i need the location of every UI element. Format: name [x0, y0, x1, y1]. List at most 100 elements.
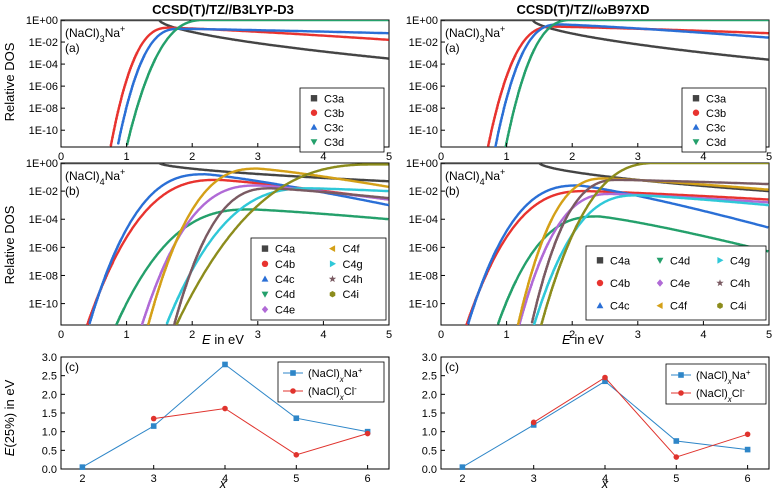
y-tick-label: 1E-10: [409, 299, 438, 311]
legend: (NaCl)xNa+(NaCl)xCl-: [665, 363, 767, 405]
line-C3d: [126, 20, 389, 145]
legend-box: [665, 363, 767, 405]
y-tick-label: 1E+00: [26, 15, 58, 27]
legend-box: [277, 361, 385, 403]
legend-marker-C4c: [261, 275, 269, 282]
x-tick-label: 2: [79, 473, 85, 485]
line-(NaCl)xCl-: [153, 407, 368, 456]
legend-entry-C4f: C4f: [670, 301, 688, 313]
point-(NaCl)xNa+: [744, 446, 751, 453]
xlabel-right-c: x: [601, 476, 609, 491]
series-C3d: [504, 20, 769, 147]
legend-entry-C3c: C3c: [324, 122, 344, 134]
legend-entry-C4d: C4d: [670, 255, 690, 267]
legend-entry-C4d: C4d: [275, 289, 295, 301]
x-tick-label: 4: [320, 329, 326, 341]
y-tick-label: 1E-10: [29, 125, 58, 137]
y-tick-label: 1E-04: [29, 59, 58, 71]
curves: [441, 163, 769, 325]
point-(NaCl)xNa+: [459, 464, 466, 470]
legend-entry-C3a: C3a: [324, 93, 345, 105]
y-tick-label: 1E-08: [409, 103, 438, 115]
legend-marker-C3b: [692, 109, 700, 116]
legend-entry-C4f: C4f: [343, 244, 361, 256]
y-tick-label: 1E+00: [406, 15, 438, 27]
y-tick-label: 1E-08: [409, 270, 438, 282]
panel-formula: (NaCl)3Na+: [65, 24, 125, 44]
panels: 0 1 2 3 4 5 1E+00 1E-02 1E-04 1E-06 1E-08 1E-10 (NaC…: [26, 15, 772, 485]
y-tick-label: 1E-10: [29, 299, 58, 311]
legend-entry-C4a: C4a: [610, 255, 631, 267]
x-tick-label: 5: [766, 329, 772, 341]
y-tick-label: 1E-10: [409, 125, 438, 137]
line-C3a: [61, 20, 389, 60]
x-tick-label: 4: [602, 473, 608, 485]
legend-entry-(NaCl)xNa+: (NaCl)xNa+: [696, 368, 751, 386]
y-tick-label: 1E+00: [26, 158, 58, 170]
point-(NaCl)xCl-: [602, 374, 608, 381]
y-tick-label: 1E-08: [29, 103, 58, 115]
x-tick-label: 2: [189, 151, 195, 163]
y-tick-label: 1E-04: [409, 214, 438, 226]
y-tick-label: 1.0: [422, 427, 437, 439]
line-C4h: [530, 178, 769, 323]
x-tick-label: 2: [189, 329, 195, 341]
x-tick-label: 4: [700, 151, 706, 163]
legend-marker-C3b: [310, 109, 318, 116]
ylabel-left-b: Relative DOS: [2, 205, 17, 284]
y-tick-label: 1E-02: [29, 37, 58, 49]
legend-entry-(NaCl)xNa+: (NaCl)xNa+: [308, 366, 363, 384]
legend-marker-C3a: [692, 95, 700, 102]
y-tick-label: 1.0: [42, 427, 57, 439]
legend-entry-C4e: C4e: [670, 278, 690, 290]
series-C4c: [467, 184, 769, 325]
legend-marker-C4h: [716, 279, 724, 287]
x-tick-label: 1: [504, 329, 510, 341]
y-tick-label: 0.0: [42, 464, 57, 476]
legend-entry-C4b: C4b: [610, 278, 630, 290]
panel-label: (a): [65, 41, 80, 55]
x-tick-label: 3: [531, 473, 537, 485]
x-tick-label: 5: [386, 329, 392, 341]
series-C3a: [441, 20, 769, 61]
panel-label: (b): [445, 184, 460, 198]
legend-marker-(NaCl)xCl-: [290, 388, 296, 394]
point-(NaCl)xNa+: [673, 438, 680, 444]
point-(NaCl)xNa+: [293, 415, 300, 422]
y-tick-label: 0.5: [422, 445, 437, 457]
line-C3a: [441, 20, 769, 61]
legend: (NaCl)xNa+(NaCl)xCl-: [277, 361, 385, 403]
x-tick-label: 3: [635, 329, 641, 341]
series-C4i: [540, 163, 769, 325]
y-tick-label: 1E-04: [29, 214, 58, 226]
x-tick-label: 3: [255, 329, 261, 341]
xlabel-left-b: E in eV: [202, 332, 244, 347]
legend-box: [585, 245, 767, 321]
legend-marker-(NaCl)xNa+: [290, 370, 296, 376]
legend-entry-C3d: C3d: [706, 137, 726, 149]
ylabel-left-c: E(25%) in eV: [2, 379, 17, 456]
panel-formula: (NaCl)4Na+: [445, 167, 505, 187]
line-(NaCl)xCl-: [533, 376, 748, 458]
legend-marker-C4i: [329, 291, 336, 298]
x-tick-label: 1: [124, 329, 130, 341]
point-(NaCl)xNa+: [79, 464, 86, 470]
series-C3d: [125, 20, 389, 146]
y-tick-label: 1E-02: [409, 37, 438, 49]
y-tick-label: 1E+00: [406, 158, 438, 170]
ylabel-left-a: Relative DOS: [2, 42, 17, 121]
x-tick-label: 5: [766, 151, 772, 163]
legend-marker-C4d: [656, 257, 664, 264]
legend-entry-C4i: C4i: [730, 301, 747, 313]
panel-formula: (NaCl)4Na+: [65, 167, 125, 187]
x-tick-label: 3: [635, 151, 641, 163]
line-C3b: [109, 26, 389, 146]
x-tick-label: 0: [438, 151, 444, 163]
series-C3a: [61, 20, 389, 60]
legend-marker-C4a: [261, 245, 269, 252]
legend-entry-(NaCl)xCl-: (NaCl)xCl-: [696, 386, 745, 404]
series-C3c: [494, 23, 769, 147]
panel-right-c: 2 3 4 5 6 0.0 0.5 1.0 1.5 2.0 2.5 3.0 (c) (NaCl)xNa+(…: [422, 352, 770, 485]
legend-marker-C4e: [261, 305, 269, 314]
legend: C3a C3b C3c C3d: [299, 87, 385, 153]
